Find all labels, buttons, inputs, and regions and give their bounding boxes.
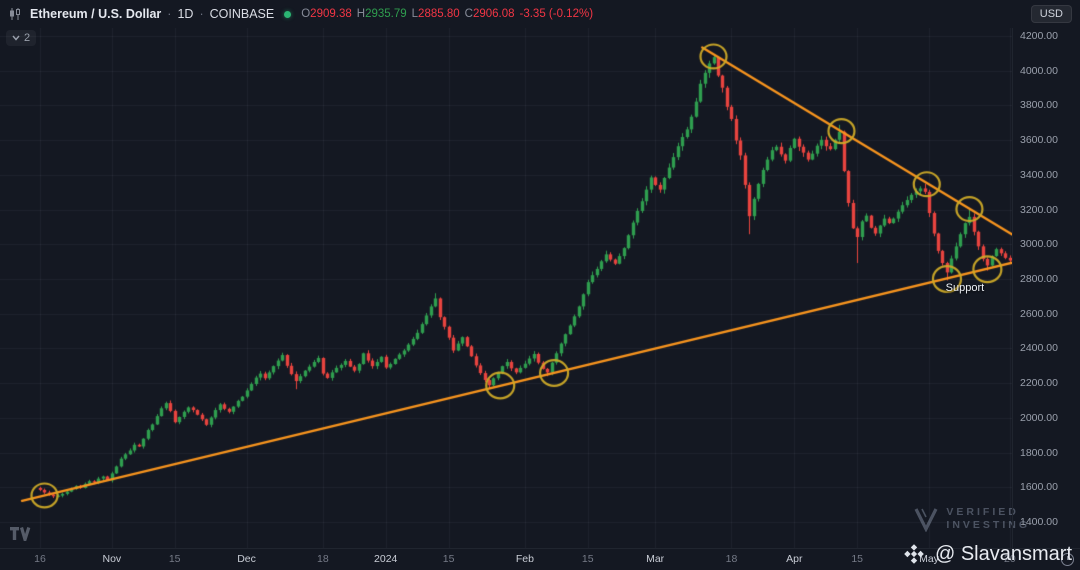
time-tick-label: 2024 [374, 553, 398, 565]
open-label: O [301, 8, 311, 20]
header-separator: · [199, 7, 204, 21]
price-tick-label: 1800.00 [1020, 446, 1058, 459]
close-value: 2906.08 [472, 8, 515, 20]
support-label[interactable]: Support [945, 282, 985, 295]
price-chart-canvas[interactable] [0, 28, 1012, 548]
price-tick-label: 3000.00 [1020, 238, 1058, 251]
time-tick-label: 15 [851, 553, 864, 565]
chart-header: Ethereum / U.S. Dollar · 1D · COINBASE O… [0, 0, 1080, 28]
time-tick-label: 15 [442, 553, 455, 565]
time-tick-label: Nov [102, 553, 122, 565]
interval-button[interactable]: 1D [177, 7, 194, 21]
time-tick-label: 18 [317, 553, 329, 565]
price-tick-label: 3800.00 [1020, 99, 1058, 112]
indicator-count: 2 [24, 32, 31, 44]
high-label: H [356, 8, 366, 20]
signature-text: @ Slavansmart [934, 542, 1072, 565]
time-tick-label: Feb [515, 553, 534, 565]
indicators-collapse-badge[interactable]: 2 [6, 30, 37, 46]
price-axis[interactable]: 1400.00 1600.00 1800.00 2000.00 2200.00 2400.… [1012, 28, 1080, 548]
candlestick-style-icon[interactable] [8, 7, 22, 21]
chevron-down-icon [12, 35, 20, 41]
binance-logo-icon [904, 544, 924, 564]
ohlc-readout: O2909.38 H2935.79 L2885.80 C2906.08 -3.3… [301, 8, 593, 20]
time-tick-label: 20 [1003, 553, 1016, 565]
change-value: -3.35 (-0.12%) [519, 8, 594, 20]
time-tick-label: Dec [237, 553, 256, 565]
price-tick-label: 2200.00 [1020, 377, 1058, 390]
market-status-icon [284, 10, 292, 18]
clock-icon[interactable] [1061, 553, 1074, 566]
high-value: 2935.79 [365, 8, 407, 20]
time-tick-label: Mar [646, 553, 665, 565]
time-tick-label: 15 [168, 553, 181, 565]
open-value: 2909.38 [310, 8, 352, 20]
author-signature: @ Slavansmart [902, 542, 1072, 566]
low-label: L [411, 8, 419, 20]
close-label: C [464, 8, 473, 20]
price-tick-label: 4000.00 [1020, 64, 1058, 77]
price-tick-label: 3600.00 [1020, 134, 1058, 147]
price-tick-label: 2800.00 [1020, 273, 1058, 285]
time-tick-label: 18 [725, 553, 738, 565]
price-tick-label: 3400.00 [1020, 168, 1058, 181]
time-tick-label: 16 [34, 553, 46, 565]
time-axis[interactable]: 16 Nov 15 Dec 18 2024 15 Feb 15 Mar 18 Apr 15 May 20 [0, 548, 1080, 570]
time-tick-label: May [919, 553, 939, 565]
currency-button[interactable]: USD [1030, 5, 1072, 23]
price-tick-label: 3200.00 [1020, 203, 1058, 216]
price-tick-label: 2600.00 [1020, 307, 1058, 320]
header-separator: · [167, 7, 172, 21]
price-tick-label: 4200.00 [1020, 30, 1058, 42]
price-tick-label: 1400.00 [1020, 516, 1058, 528]
price-tick-label: 2400.00 [1020, 342, 1058, 355]
time-tick-label: 15 [581, 553, 594, 565]
symbol-button[interactable]: Ethereum / U.S. Dollar [30, 7, 162, 21]
low-value: 2885.80 [418, 8, 460, 20]
price-tick-label: 1600.00 [1020, 481, 1058, 494]
tradingview-logo-icon[interactable] [10, 527, 32, 546]
price-tick-label: 2000.00 [1020, 411, 1058, 424]
exchange-button[interactable]: COINBASE [209, 7, 275, 21]
time-tick-label: Apr [786, 553, 803, 565]
